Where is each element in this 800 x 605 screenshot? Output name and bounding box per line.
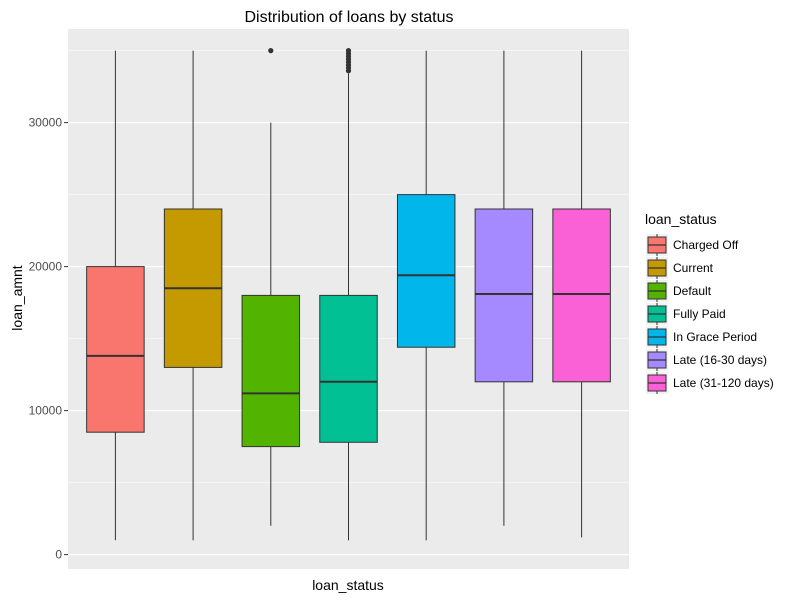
legend-item: Fully Paid xyxy=(646,303,726,325)
box-in-grace-period xyxy=(396,50,456,541)
y-axis-label: loan_amnt xyxy=(9,265,25,330)
legend-item: Late (31-120 days) xyxy=(646,372,774,394)
box-current xyxy=(163,50,223,541)
x-axis-label: loan_status xyxy=(312,577,384,593)
legend-items: Charged Off Current Default Fully Paid In Gr… xyxy=(646,234,774,394)
legend-title: loan_status xyxy=(645,211,717,227)
box-charged-off xyxy=(86,50,145,541)
y-axis: 0 10000 20000 30000 xyxy=(29,116,68,562)
box-fully-paid xyxy=(319,48,378,541)
legend-label: Charged Off xyxy=(673,238,739,252)
legend: loan_status Charged Off Current Default Ful… xyxy=(645,211,774,394)
legend-item: Late (16-30 days) xyxy=(646,349,767,371)
box-body xyxy=(319,294,378,443)
box-body xyxy=(396,194,456,348)
legend-label: Current xyxy=(673,261,714,275)
box-body xyxy=(86,266,145,433)
legend-item: Charged Off xyxy=(646,234,739,256)
box-body xyxy=(241,294,301,448)
legend-item: Current xyxy=(646,257,714,279)
y-tick-label: 10000 xyxy=(29,404,63,418)
legend-label: Default xyxy=(673,284,712,298)
box-default xyxy=(241,48,301,526)
legend-item: In Grace Period xyxy=(646,326,757,348)
y-tick-label: 20000 xyxy=(29,260,63,274)
legend-label: In Grace Period xyxy=(673,330,757,344)
legend-item: Default xyxy=(646,280,712,302)
box-late-31-120-days xyxy=(552,50,611,538)
legend-label: Late (16-30 days) xyxy=(673,353,767,367)
outlier-point xyxy=(345,48,352,54)
chart-title: Distribution of loans by status xyxy=(245,9,454,26)
box-body xyxy=(474,208,534,383)
legend-label: Late (31-120 days) xyxy=(673,376,774,390)
box-layer xyxy=(86,48,611,541)
outlier-point xyxy=(268,48,274,54)
legend-label: Fully Paid xyxy=(673,307,726,321)
y-tick-label: 0 xyxy=(55,548,62,562)
box-late-16-30-days xyxy=(474,50,534,526)
y-tick-label: 30000 xyxy=(29,116,63,130)
box-body xyxy=(552,208,611,383)
